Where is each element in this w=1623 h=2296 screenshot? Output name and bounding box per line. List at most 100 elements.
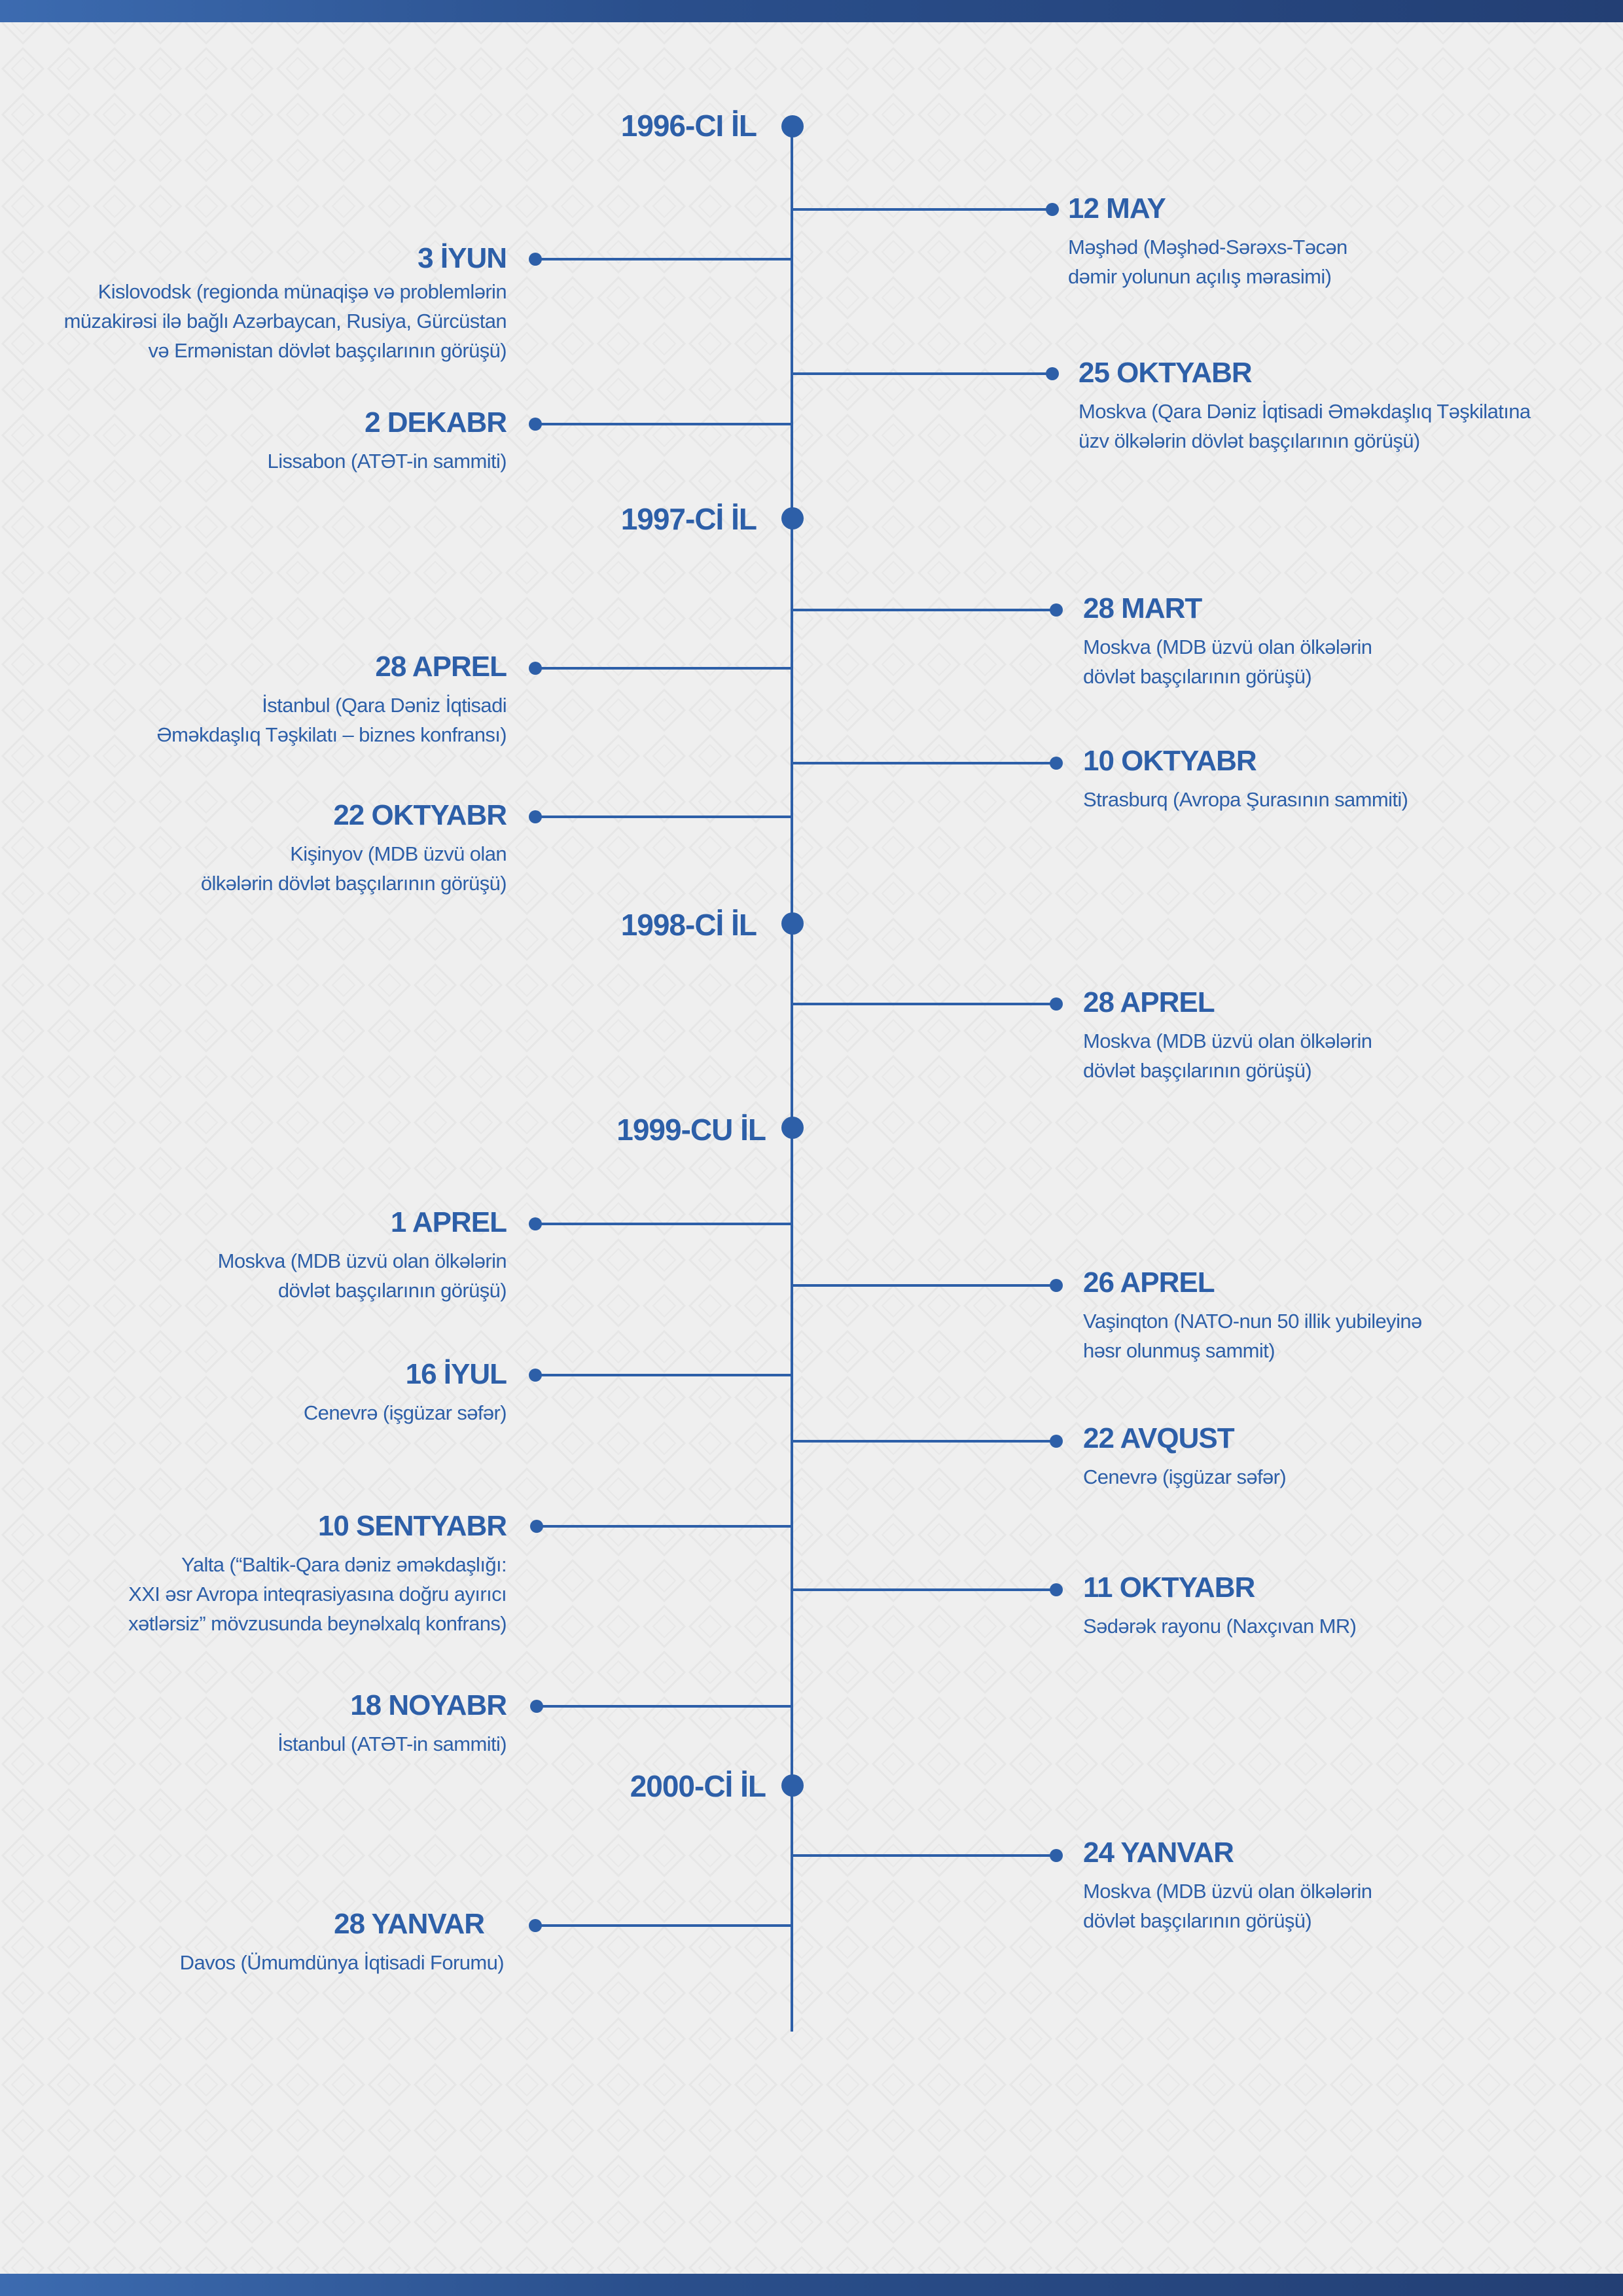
timeline-event: 22 AVQUST Cenevrə (işgüzar səfər) <box>1083 1422 1607 1492</box>
timeline-event: 24 YANVAR Moskva (MDB üzvü olan ölkələri… <box>1083 1836 1607 1935</box>
event-dot <box>1050 1435 1063 1448</box>
event-date: 22 AVQUST <box>1083 1422 1235 1454</box>
event-description: Sədərək rayonu (Naxçıvan MR) <box>1083 1615 1357 1638</box>
event-dot <box>1050 757 1063 770</box>
timeline-event: 28 YANVAR Davos (Ümumdünya İqtisadi Foru… <box>0 1907 505 1977</box>
event-description: Kişinyov (MDB üzvü olan ölkələrin dövlət… <box>200 842 507 895</box>
event-date: 24 YANVAR <box>1083 1837 1234 1869</box>
event-description: Cenevrə (işgüzar səfər) <box>1083 1465 1287 1488</box>
event-description: Məşhəd (Məşhəd-Sərəxs-Təcən dəmir yolunu… <box>1068 236 1347 288</box>
event-connector <box>535 258 792 260</box>
year-label: 2000-Cİ İL <box>630 1769 766 1803</box>
event-dot <box>1050 1279 1063 1292</box>
event-connector <box>535 1374 792 1376</box>
event-connector <box>535 1223 792 1225</box>
event-dot <box>1050 1583 1063 1596</box>
event-dot <box>1050 997 1063 1011</box>
event-description: Cenevrə (işgüzar səfər) <box>303 1401 507 1424</box>
year-marker-dot <box>781 115 804 137</box>
event-connector <box>537 1705 792 1708</box>
timeline-event: 28 MART Moskva (MDB üzvü olan ölkələrin … <box>1083 592 1607 691</box>
event-date: 3 İYUN <box>418 242 507 274</box>
timeline-event: 22 OKTYABR Kişinyov (MDB üzvü olan ölkəl… <box>0 798 507 898</box>
event-date: 1 APREL <box>390 1206 507 1238</box>
event-dot <box>530 1700 543 1713</box>
timeline-axis <box>791 126 793 2032</box>
event-dot <box>1050 603 1063 617</box>
event-connector <box>535 1924 792 1927</box>
year-marker-dot <box>781 912 804 935</box>
event-description: Moskva (MDB üzvü olan ölkələrin dövlət b… <box>1083 1880 1372 1932</box>
event-connector <box>792 372 1052 375</box>
event-description: Moskva (Qara Dəniz İqtisadi Əməkdaşlıq T… <box>1079 400 1531 452</box>
year-marker-dot <box>781 507 804 529</box>
event-dot <box>529 253 542 266</box>
event-connector <box>535 423 792 425</box>
event-date: 28 YANVAR <box>334 1908 485 1940</box>
timeline-event: 18 NOYABR İstanbul (ATƏT-in sammiti) <box>0 1689 507 1759</box>
event-description: Davos (Ümumdünya İqtisadi Forumu) <box>179 1951 505 1974</box>
event-dot <box>529 1217 542 1230</box>
event-connector <box>792 1003 1056 1005</box>
event-dot <box>1046 203 1059 216</box>
event-connector <box>792 1854 1056 1857</box>
top-band <box>0 0 1623 22</box>
event-description: Moskva (MDB üzvü olan ölkələrin dövlət b… <box>1083 636 1372 688</box>
timeline-event: 10 SENTYABR Yalta (“Baltik-Qara dəniz əm… <box>0 1509 507 1638</box>
year-label: 1998-Cİ İL <box>620 908 757 942</box>
event-description: Kislovodsk (regionda münaqişə və problem… <box>63 280 507 362</box>
event-dot <box>1050 1849 1063 1862</box>
event-description: Yalta (“Baltik-Qara dəniz əməkdaşlığı: X… <box>128 1553 507 1635</box>
event-date: 12 MAY <box>1068 192 1166 224</box>
event-connector <box>792 1440 1056 1443</box>
timeline-event: 26 APREL Vaşinqton (NATO-nun 50 illik yu… <box>1083 1266 1607 1365</box>
event-dot <box>529 1369 542 1382</box>
timeline-event: 28 APREL İstanbul (Qara Dəniz İqtisadi Ə… <box>0 650 507 749</box>
event-date: 18 NOYABR <box>350 1689 507 1721</box>
event-description: Lissabon (ATƏT-in sammiti) <box>267 450 507 473</box>
event-dot <box>529 1919 542 1932</box>
event-connector <box>792 208 1052 211</box>
event-description: İstanbul (Qara Dəniz İqtisadi Əməkdaşlıq… <box>156 694 507 746</box>
year-marker-dot <box>781 1117 804 1139</box>
event-date: 10 SENTYABR <box>317 1510 507 1542</box>
year-label: 1997-Cİ İL <box>620 502 757 536</box>
event-connector <box>535 816 792 818</box>
event-dot <box>530 1520 543 1533</box>
event-description: Vaşinqton (NATO-nun 50 illik yubileyinə … <box>1083 1310 1422 1362</box>
year-marker-dot <box>781 1774 804 1797</box>
event-description: Moskva (MDB üzvü olan ölkələrin dövlət b… <box>1083 1030 1372 1082</box>
event-date: 26 APREL <box>1083 1266 1215 1299</box>
event-date: 22 OKTYABR <box>333 799 507 831</box>
event-date: 28 APREL <box>375 651 507 683</box>
event-date: 11 OKTYABR <box>1083 1571 1255 1604</box>
event-description: Strasburq (Avropa Şurasının sammiti) <box>1083 788 1408 811</box>
event-date: 16 İYUL <box>405 1358 507 1390</box>
bottom-band <box>0 2274 1623 2296</box>
event-date: 10 OKTYABR <box>1083 745 1257 777</box>
timeline-event: 11 OKTYABR Sədərək rayonu (Naxçıvan MR) <box>1083 1571 1607 1641</box>
event-dot <box>529 810 542 823</box>
event-connector <box>792 609 1056 611</box>
timeline-event: 25 OKTYABR Moskva (Qara Dəniz İqtisadi Ə… <box>1079 356 1615 456</box>
year-label: 1996-CI İL <box>620 109 757 143</box>
timeline-event: 16 İYUL Cenevrə (işgüzar səfər) <box>0 1357 507 1427</box>
event-connector <box>792 762 1056 764</box>
event-connector <box>535 667 792 670</box>
event-dot <box>529 418 542 431</box>
event-connector <box>537 1525 792 1528</box>
event-description: Moskva (MDB üzvü olan ölkələrin dövlət b… <box>217 1249 507 1302</box>
event-description: İstanbul (ATƏT-in sammiti) <box>277 1732 507 1755</box>
event-date: 25 OKTYABR <box>1079 357 1253 389</box>
event-dot <box>1046 367 1059 380</box>
timeline-event: 1 APREL Moskva (MDB üzvü olan ölkələrin … <box>0 1206 507 1305</box>
event-date: 28 MART <box>1083 592 1202 624</box>
event-date: 2 DEKABR <box>365 406 507 439</box>
year-label: 1999-CU İL <box>616 1113 766 1147</box>
timeline-event: 12 MAY Məşhəd (Məşhəd-Sərəxs-Təcən dəmir… <box>1068 192 1592 291</box>
timeline-event: 10 OKTYABR Strasburq (Avropa Şurasının s… <box>1083 744 1607 814</box>
timeline-event: 2 DEKABR Lissabon (ATƏT-in sammiti) <box>0 406 507 476</box>
timeline-event: 3 İYUN Kislovodsk (regionda münaqişə və … <box>0 242 507 365</box>
timeline-event: 28 APREL Moskva (MDB üzvü olan ölkələrin… <box>1083 986 1607 1085</box>
